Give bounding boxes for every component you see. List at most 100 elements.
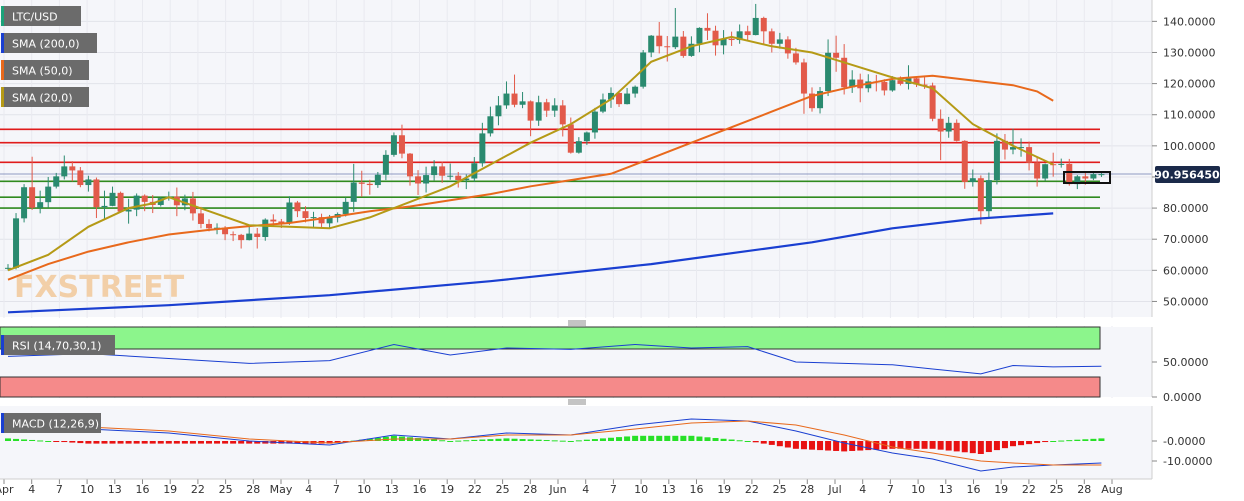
rsi-overbought-zone <box>0 326 1101 350</box>
time-tick-label: Aug <box>1101 483 1122 496</box>
time-tick-label: 10 <box>634 483 648 496</box>
macd-histogram-bar <box>809 441 815 450</box>
macd-histogram-bar <box>559 440 566 442</box>
macd-histogram-bar <box>423 438 430 441</box>
macd-line <box>7 418 1102 472</box>
candle-body <box>1026 147 1033 163</box>
rsi-line <box>7 343 1102 375</box>
candle-body <box>471 163 478 179</box>
time-tick-label: 10 <box>911 483 925 496</box>
macd-histogram-bar <box>591 439 598 441</box>
macd-histogram-bar <box>543 440 550 442</box>
candle-body <box>77 170 84 186</box>
candle-body <box>431 166 438 176</box>
macd-histogram-bar <box>141 441 148 444</box>
symbol-label-bg <box>1 6 81 26</box>
macd-histogram-bar <box>1074 439 1081 441</box>
candle-body <box>85 179 92 186</box>
price-tick-label: 60.0000 <box>1163 264 1209 277</box>
panel-resize-handle-2[interactable] <box>0 398 1152 406</box>
macd-histogram-bar <box>511 438 518 441</box>
time-tick-label: 7 <box>56 483 63 496</box>
candle-body <box>1050 164 1057 166</box>
candle-body <box>455 175 462 181</box>
sma50-swatch <box>1 60 4 80</box>
candle-body <box>817 91 824 109</box>
macd-histogram-bar <box>800 441 807 450</box>
candle-body <box>993 140 1000 181</box>
candle-body <box>141 195 148 202</box>
candle-body <box>487 116 494 134</box>
candle-body <box>326 217 333 224</box>
rsi-value-line <box>7 343 1102 375</box>
candle-body <box>157 198 164 205</box>
price-tick-label: 140.0000 <box>1163 15 1216 28</box>
macd-histogram-bar <box>238 441 245 444</box>
macd-histogram-bar <box>825 441 832 451</box>
moving-averages <box>7 35 1054 314</box>
time-tick-label: 22 <box>745 483 759 496</box>
candle-body <box>575 141 582 153</box>
symbol-label: LTC/USD <box>12 11 58 24</box>
macd-histogram-bar <box>286 441 293 444</box>
time-tick-label: 28 <box>800 483 814 496</box>
candle-body <box>350 182 357 202</box>
rsi-tick-label: 50.0000 <box>1163 356 1209 369</box>
macd-histogram-bar <box>640 435 647 441</box>
candle-body <box>1082 176 1089 179</box>
candle-body <box>792 53 799 63</box>
macd-histogram-bar <box>567 441 574 442</box>
time-tick-label: 22 <box>1022 483 1036 496</box>
macd-panel: -0.0000 -10.0000 MACD (12,26,9) <box>0 406 1212 479</box>
legend: LTC/USD SMA (200,0) SMA (50,0) SMA (20,0… <box>1 6 97 107</box>
macd-histogram-bar <box>125 441 132 444</box>
candle-body <box>53 176 60 187</box>
time-tick-label: 25 <box>496 483 510 496</box>
candle-body <box>849 79 856 88</box>
last-price-badge <box>1155 166 1220 183</box>
macd-histogram-bar <box>752 441 759 443</box>
macd-histogram-bar <box>712 438 719 441</box>
macd-histogram-bar <box>1090 438 1097 441</box>
candle-body <box>222 227 229 235</box>
macd-histogram-bar <box>503 438 510 441</box>
candle-body <box>1098 174 1105 176</box>
time-tick-label: 13 <box>662 483 676 496</box>
candle-body <box>712 30 719 46</box>
rsi-label-bg <box>1 335 115 355</box>
candle-body <box>953 122 960 141</box>
candle-body <box>310 217 317 219</box>
candle-body <box>752 17 759 36</box>
time-tick-label: 10 <box>357 483 371 496</box>
time-tick-label: 19 <box>717 483 731 496</box>
macd-histogram-bar <box>246 441 253 444</box>
time-tick-label: 4 <box>28 483 35 496</box>
macd-histogram-bar <box>463 440 470 442</box>
macd-histogram-bar <box>1026 441 1033 445</box>
macd-histogram-bar <box>945 441 952 451</box>
price-tick-label: 70.0000 <box>1163 233 1209 246</box>
panel-resize-handle-1[interactable] <box>0 318 1152 326</box>
macd-histogram-bar <box>760 441 767 444</box>
macd-label: MACD (12,26,9) <box>12 418 99 431</box>
macd-histogram-bar <box>101 441 108 444</box>
candle-body <box>776 39 783 44</box>
candle-body <box>415 176 422 184</box>
macd-histogram-bar <box>873 441 880 450</box>
candle-body <box>93 179 100 208</box>
time-tick-label: 28 <box>246 483 260 496</box>
symbol-swatch <box>1 6 4 26</box>
macd-histogram-bar <box>841 441 848 452</box>
macd-histogram-bar <box>969 441 976 454</box>
macd-histogram-bar <box>1010 441 1016 447</box>
rsi-panel: 50.0000 0.0000 RSI (14,70,30,1) <box>0 326 1209 404</box>
candle-body <box>390 135 397 155</box>
macd-histogram-bar <box>1098 438 1105 441</box>
candle-body <box>897 80 904 84</box>
macd-histogram-bar <box>173 441 180 444</box>
candle-body <box>833 52 840 58</box>
macd-histogram-bar <box>632 435 639 441</box>
macd-histogram-bar <box>5 438 11 441</box>
candle-body <box>294 202 301 212</box>
